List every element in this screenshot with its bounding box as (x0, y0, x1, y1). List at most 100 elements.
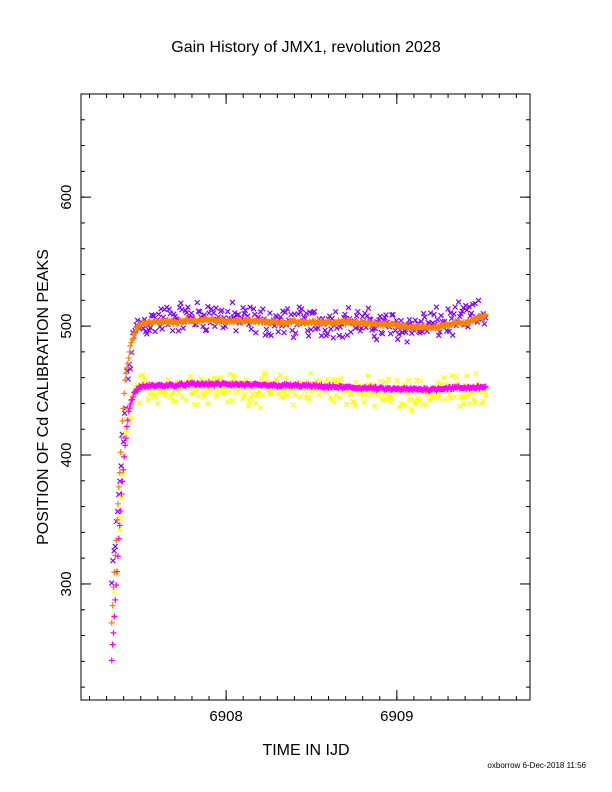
data-point (163, 388, 169, 395)
data-point (195, 392, 202, 399)
data-point (116, 522, 123, 529)
data-point (464, 307, 470, 313)
data-point (187, 373, 194, 380)
data-point (348, 390, 355, 396)
data-point (437, 329, 443, 335)
data-point (307, 370, 314, 377)
data-point (140, 374, 147, 381)
data-point (396, 331, 402, 338)
data-point (284, 392, 291, 399)
data-point (123, 423, 130, 430)
tick-labels: 6908 6909 300 400 500 600 (58, 185, 414, 725)
data-point (348, 329, 354, 335)
data-point (111, 613, 118, 620)
data-point (336, 394, 343, 401)
data-point (359, 313, 366, 320)
data-point (460, 400, 467, 407)
data-point (210, 310, 217, 316)
data-point (125, 408, 132, 415)
series-1 (108, 297, 489, 586)
data-point (114, 516, 121, 523)
data-point (213, 305, 219, 311)
data-point (290, 402, 296, 408)
data-point (180, 325, 187, 331)
data-point (114, 568, 121, 575)
data-point (448, 373, 455, 379)
data-point (473, 370, 480, 377)
data-point (298, 306, 305, 312)
data-point (125, 376, 131, 382)
data-point (453, 373, 460, 380)
data-point (112, 596, 119, 603)
data-point (472, 399, 478, 406)
data-point (224, 308, 231, 315)
data-point (322, 327, 328, 334)
data-point (451, 311, 457, 317)
data-point (365, 305, 372, 312)
data-point (281, 329, 287, 336)
data-point (461, 394, 468, 400)
x-tick-label: 6909 (380, 708, 413, 725)
data-point (249, 391, 256, 397)
data-point (154, 400, 161, 406)
data-point (481, 321, 488, 327)
data-point (183, 309, 190, 316)
data-point (482, 392, 489, 399)
data-point (432, 392, 439, 399)
data-point (117, 449, 124, 456)
x-axis-label: TIME IN IJD (262, 742, 349, 759)
data-point (205, 400, 211, 407)
data-point (405, 377, 412, 384)
data-point (110, 629, 117, 636)
data-point (292, 391, 299, 398)
data-point (207, 388, 214, 395)
series-3 (108, 311, 489, 626)
data-point (123, 435, 130, 442)
data-point (201, 394, 208, 401)
plot-frame (80, 93, 531, 701)
data-point (480, 398, 487, 404)
data-point (406, 396, 413, 403)
data-point (109, 641, 116, 648)
data-point (315, 325, 321, 332)
data-point (389, 394, 396, 400)
data-point (130, 393, 137, 400)
data-point (353, 313, 360, 319)
chart-title: Gain History of JMX1, revolution 2028 (171, 39, 441, 56)
data-point (431, 311, 437, 318)
data-point (329, 315, 335, 322)
data-point (383, 396, 390, 403)
data-point (155, 311, 162, 318)
data-point (196, 308, 203, 315)
data-point (178, 300, 184, 306)
data-point (115, 535, 122, 542)
data-point (379, 330, 386, 337)
x-tick-label: 6908 (209, 708, 242, 725)
data-point (169, 327, 176, 334)
data-point (145, 397, 152, 403)
data-point (242, 307, 249, 314)
data-point (290, 334, 297, 341)
data-point (282, 309, 289, 316)
data-point (124, 417, 131, 424)
data-point (119, 417, 126, 424)
data-point (143, 377, 149, 384)
data-point (202, 388, 209, 395)
data-point (350, 399, 357, 405)
data-point (330, 334, 337, 341)
data-point (466, 303, 473, 310)
data-point (260, 306, 266, 312)
data-point (210, 375, 217, 381)
data-point (475, 297, 482, 304)
data-point (247, 304, 253, 311)
data-point (165, 376, 172, 383)
data-point (482, 311, 489, 318)
data-point (449, 332, 456, 339)
data-point (332, 308, 339, 315)
data-point (125, 355, 132, 362)
data-point (436, 395, 442, 402)
data-point (415, 395, 421, 401)
data-point (110, 557, 116, 564)
data-point (113, 582, 120, 589)
